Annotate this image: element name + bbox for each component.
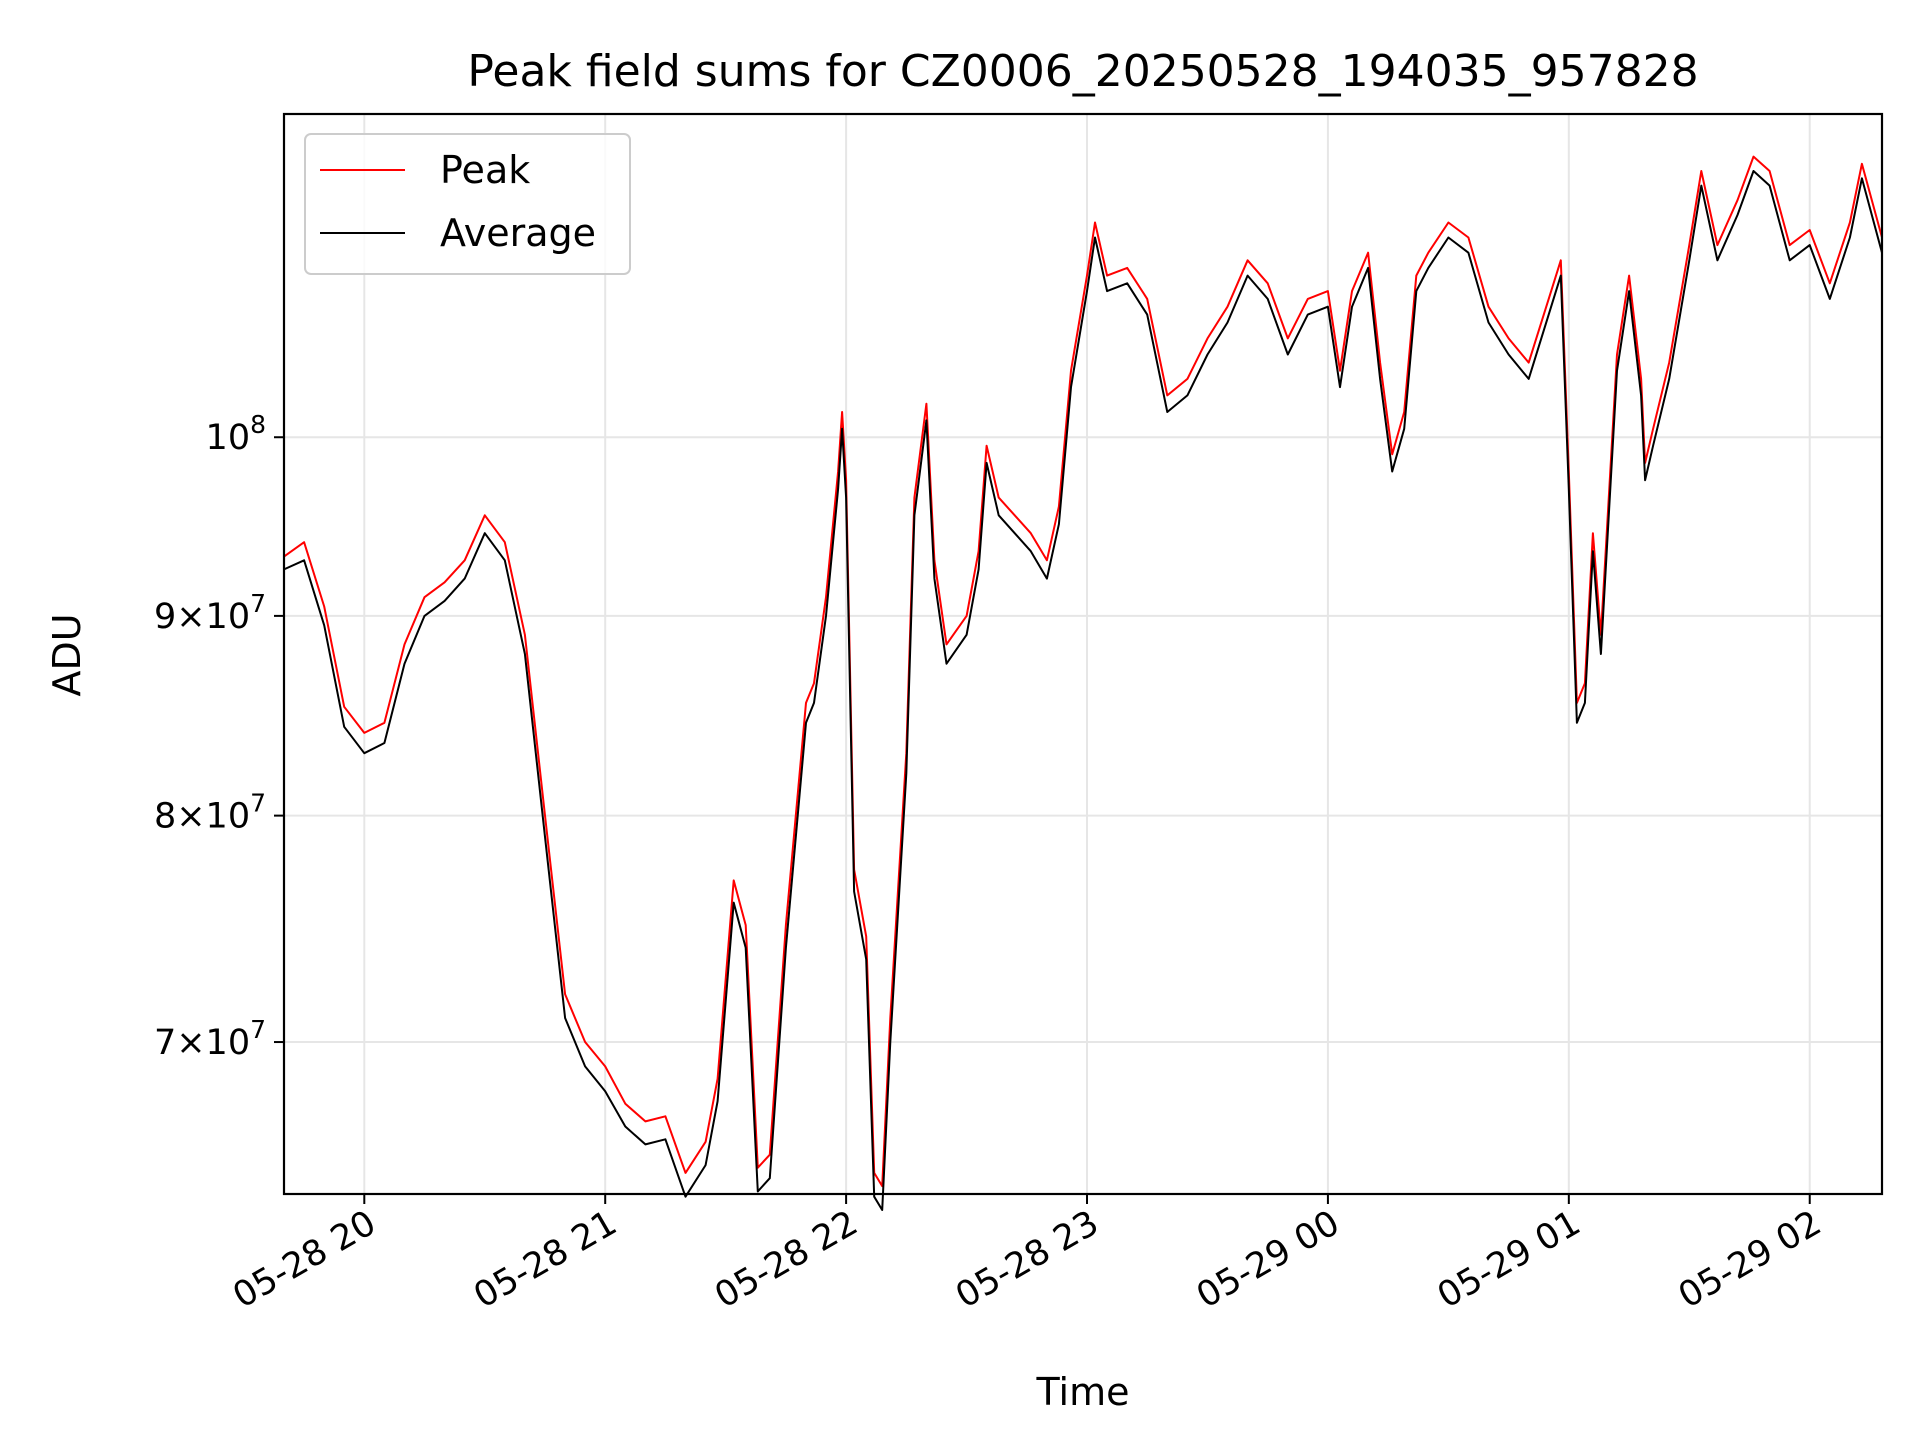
y-axis-label: ADU <box>45 613 89 696</box>
chart-title: Peak field sums for CZ0006_20250528_1940… <box>467 46 1698 97</box>
legend: Peak Average <box>304 133 631 275</box>
series-line-average <box>283 170 1883 1211</box>
legend-label-peak: Peak <box>440 148 530 192</box>
plot-area-frame <box>282 112 1884 1196</box>
series-lines <box>283 155 1883 1211</box>
grid-lines <box>284 114 1882 1194</box>
y-tick-label: 108 <box>206 410 266 458</box>
x-axis-label: Time <box>1036 1370 1130 1414</box>
y-tick-label: 7×107 <box>154 1015 266 1063</box>
y-tick-label: 8×107 <box>154 789 266 837</box>
y-tick-label: 9×107 <box>154 589 266 637</box>
legend-label-average: Average <box>440 211 596 255</box>
